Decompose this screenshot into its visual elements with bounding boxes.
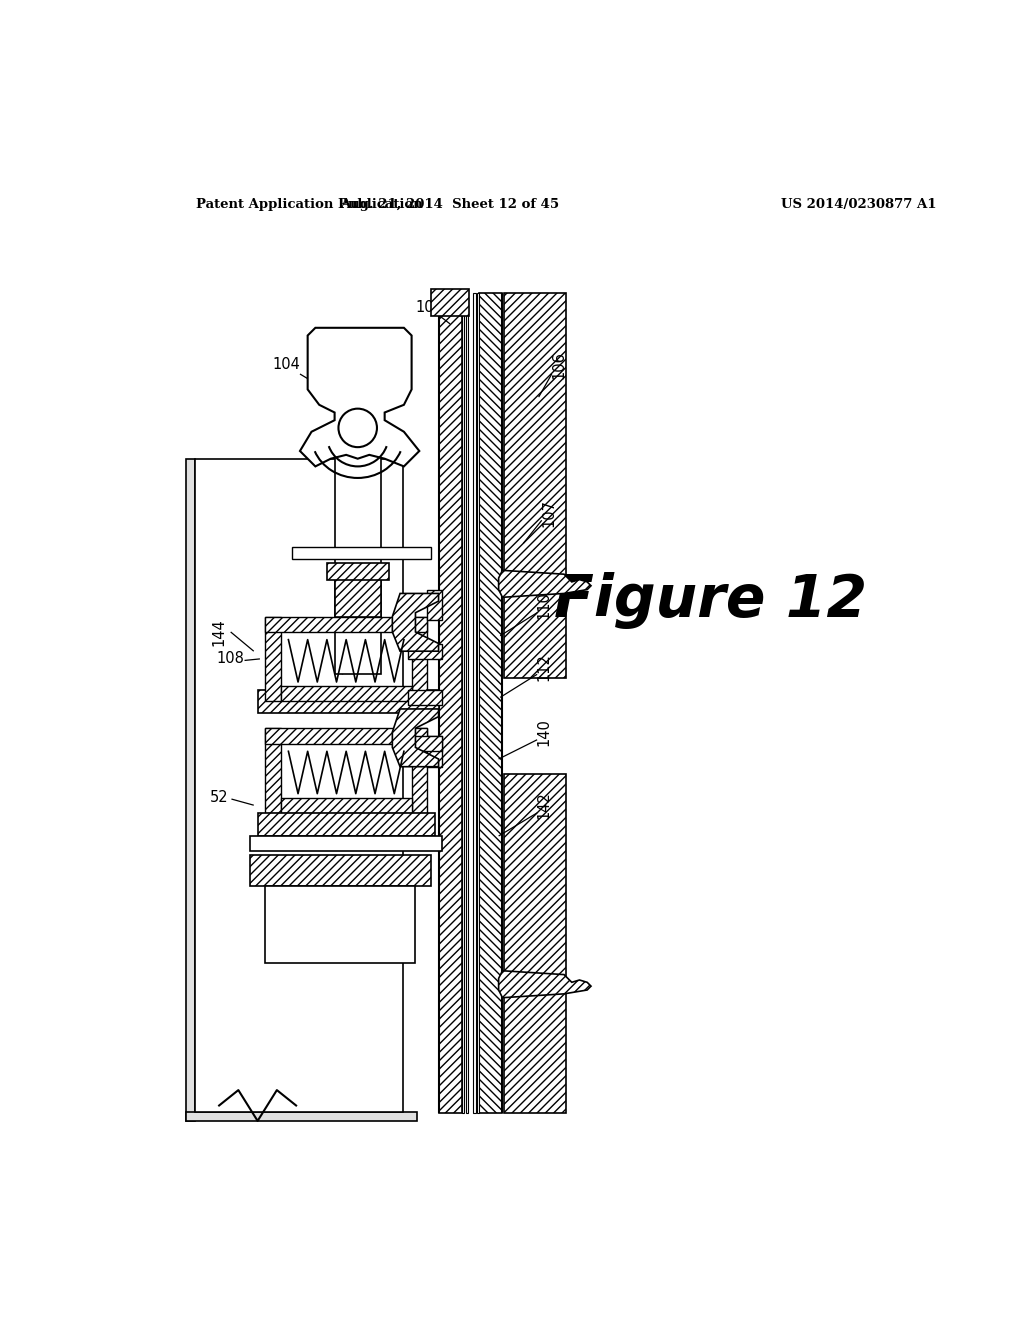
Bar (186, 459, 196, 1121)
Text: 52: 52 (210, 789, 228, 805)
Text: Patent Application Publication: Patent Application Publication (196, 198, 423, 211)
Bar (250, 836, 442, 851)
Bar (186, 1111, 417, 1121)
Bar (281, 686, 412, 701)
Bar (412, 729, 427, 813)
Polygon shape (499, 570, 591, 598)
Polygon shape (499, 970, 591, 998)
Bar (265, 886, 416, 964)
Text: 104: 104 (272, 358, 300, 372)
Bar (408, 690, 442, 705)
Polygon shape (392, 709, 438, 767)
Text: US 2014/0230877 A1: US 2014/0230877 A1 (781, 198, 937, 211)
Text: 110: 110 (537, 591, 552, 619)
Bar (258, 689, 438, 713)
Circle shape (339, 409, 377, 447)
Bar (466, 293, 468, 1113)
Bar (504, 775, 565, 1113)
Text: 142: 142 (537, 791, 552, 820)
Bar (473, 293, 475, 1113)
Bar (335, 413, 381, 675)
Bar (477, 293, 479, 1113)
Polygon shape (300, 327, 419, 466)
Text: 108: 108 (217, 651, 245, 667)
Bar (408, 644, 442, 659)
Bar (265, 729, 281, 813)
Text: 105: 105 (416, 300, 443, 314)
Bar (462, 293, 464, 1113)
Bar (265, 616, 281, 701)
Bar (408, 737, 442, 751)
Bar (431, 289, 469, 317)
Bar (438, 293, 462, 1113)
Bar (412, 616, 427, 701)
Bar (479, 293, 503, 1113)
Bar (327, 562, 388, 579)
Bar (250, 855, 431, 886)
Text: 144: 144 (212, 618, 226, 645)
Bar (265, 616, 427, 632)
Text: Figure 12: Figure 12 (554, 572, 866, 630)
Text: Aug. 21, 2014  Sheet 12 of 45: Aug. 21, 2014 Sheet 12 of 45 (341, 198, 560, 211)
Text: 107: 107 (541, 499, 556, 527)
Bar (292, 548, 431, 558)
Bar (196, 459, 403, 1111)
Bar (258, 813, 435, 836)
Bar (427, 737, 442, 767)
Bar (335, 578, 381, 616)
Text: 112: 112 (537, 652, 552, 681)
Bar (427, 590, 442, 620)
Text: 106: 106 (551, 351, 566, 379)
Text: 140: 140 (537, 718, 552, 746)
Bar (281, 797, 412, 813)
Bar (504, 293, 565, 678)
Text: 51: 51 (360, 568, 379, 583)
Polygon shape (392, 594, 438, 651)
Bar (265, 729, 427, 743)
